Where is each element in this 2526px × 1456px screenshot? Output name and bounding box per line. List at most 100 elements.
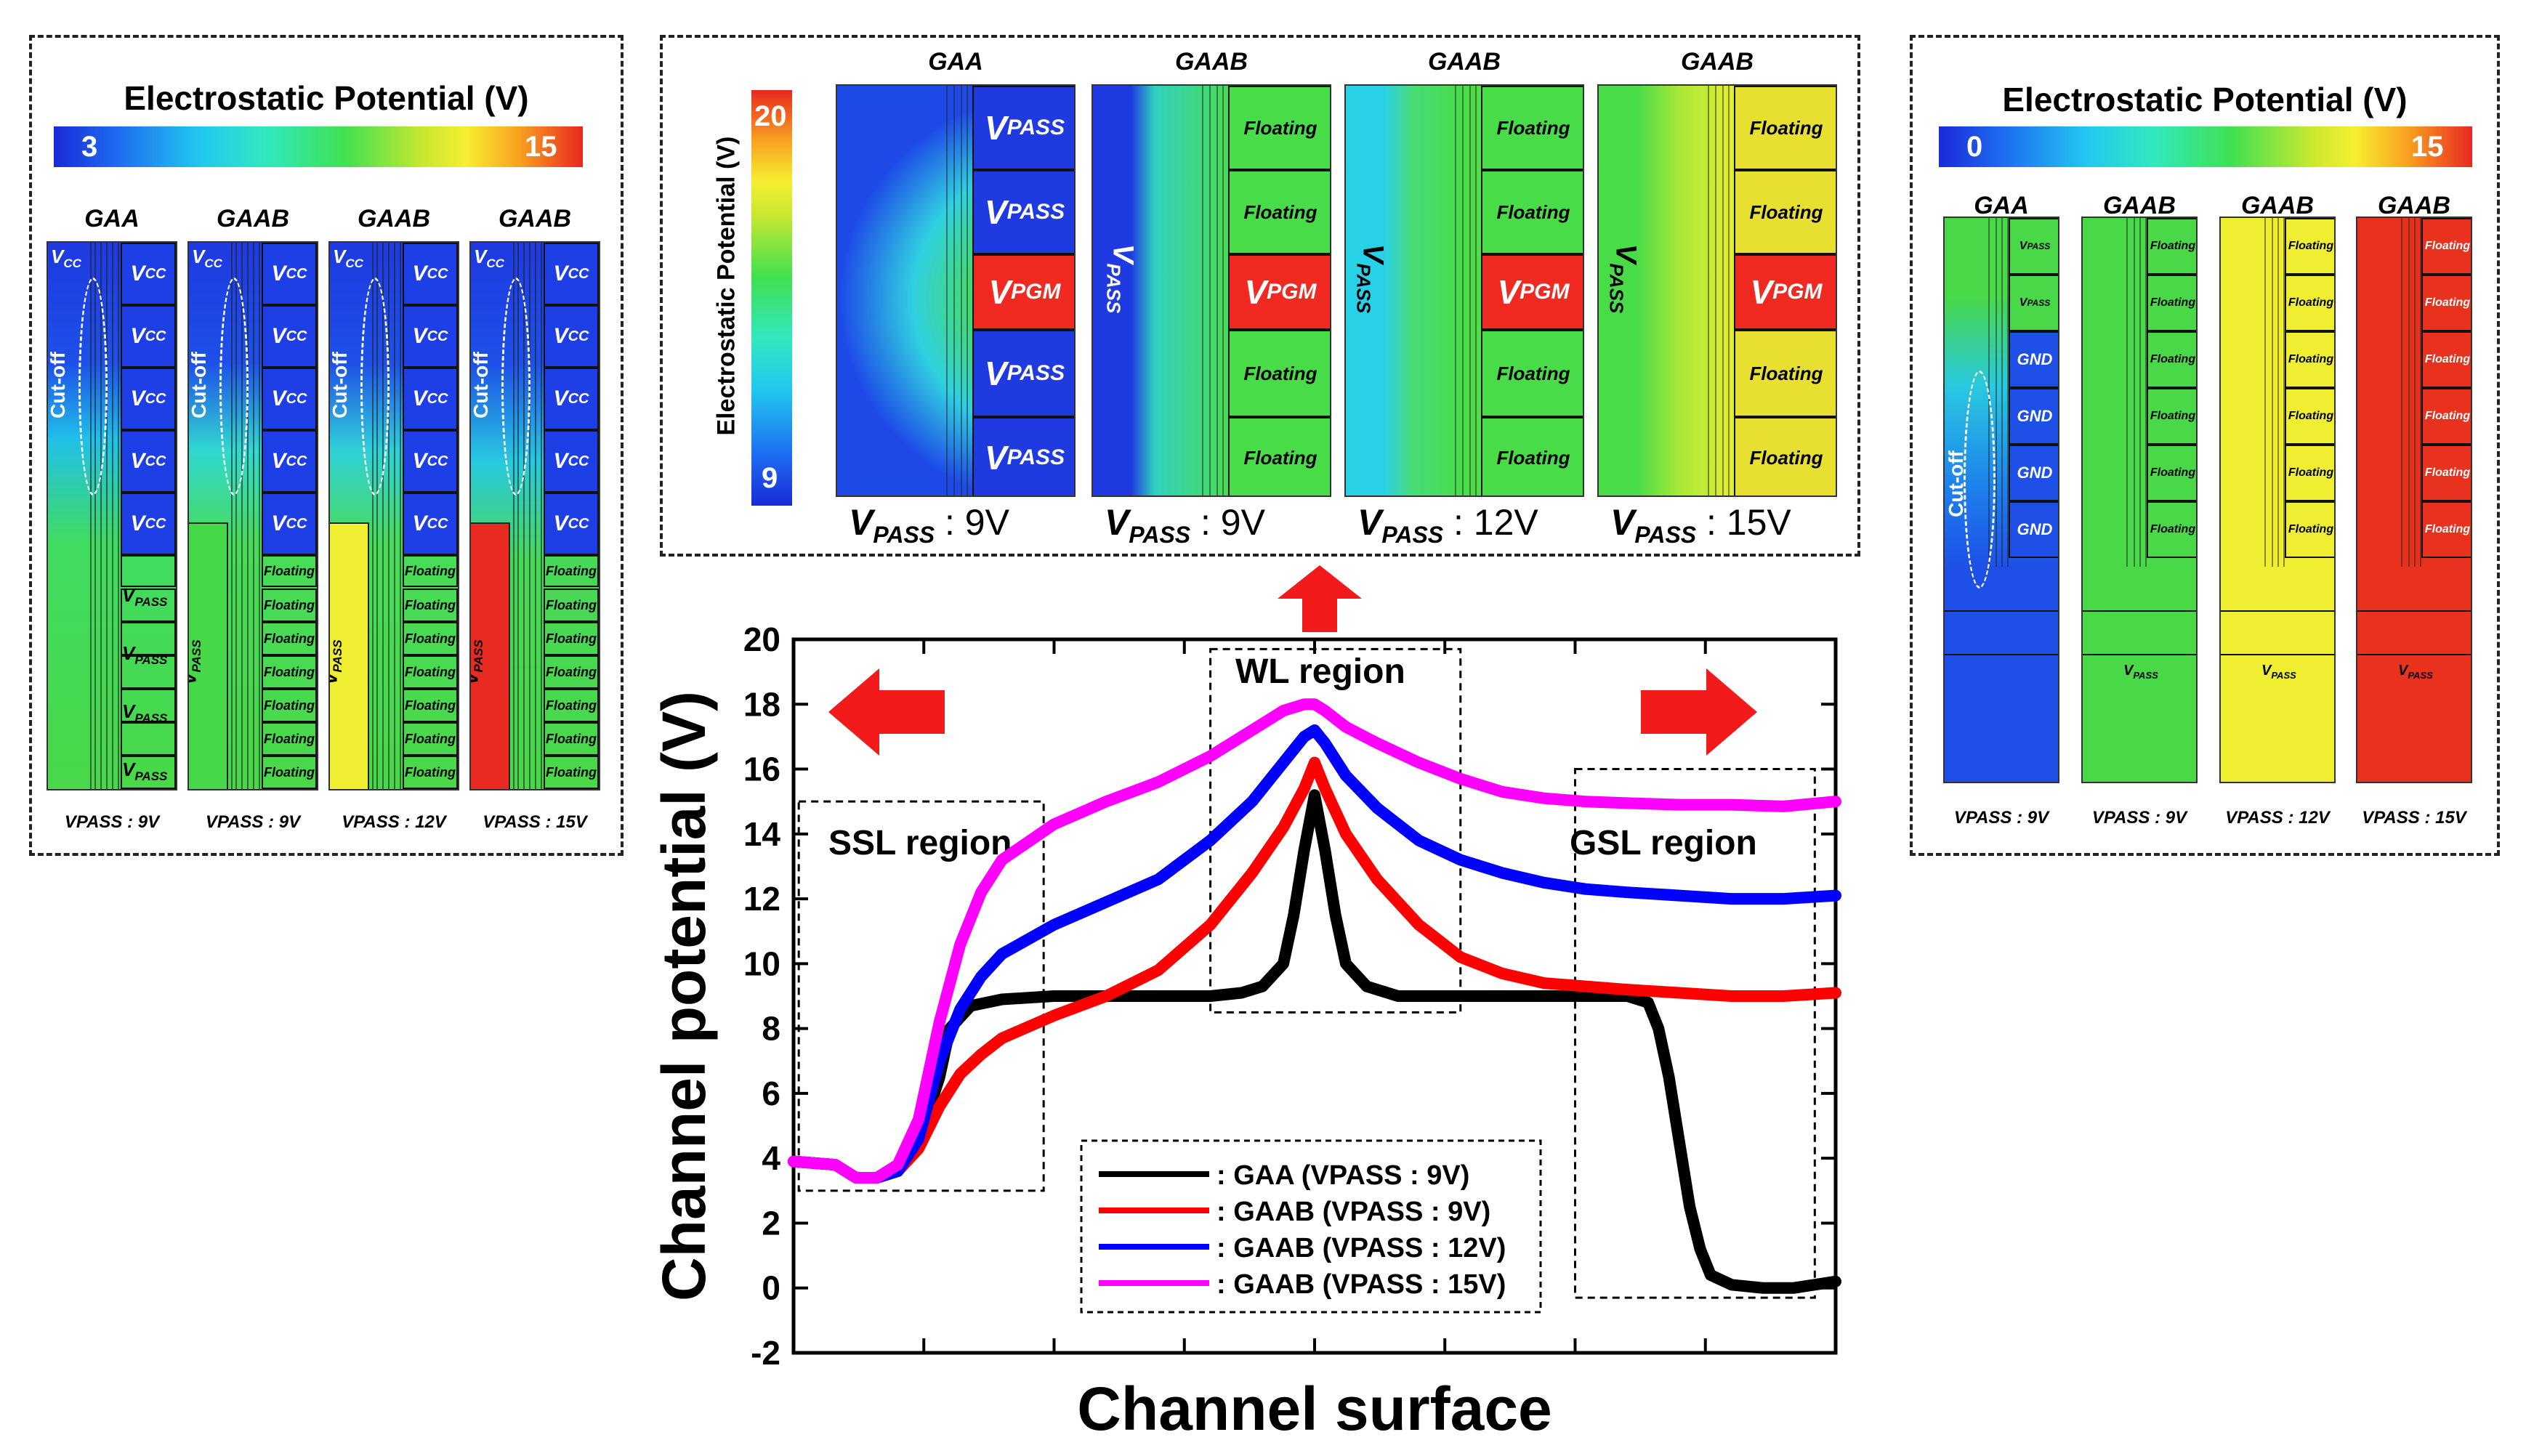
left-lower-fill [471, 522, 510, 789]
v: V [1750, 273, 1773, 311]
left-col-line [517, 243, 519, 789]
middle-colorbar-max: 20 [754, 100, 787, 132]
middle-colorbar-min: 9 [762, 462, 778, 494]
left-top-vcc: VCC [192, 246, 222, 271]
vcc-sub: CC [286, 453, 307, 469]
left-vcc-cell: V CC [121, 243, 176, 305]
left-lower-cell: Floating [262, 555, 317, 587]
mid-col-line [1455, 86, 1456, 496]
right-col-header-2: GAAB [2240, 192, 2315, 219]
right-col-header-3: GAAB [2377, 192, 2451, 219]
left-vcc-cell: V CC [544, 493, 599, 555]
y-tick-label: 12 [743, 880, 780, 918]
vcc-label: V [412, 324, 427, 348]
v: V [2123, 663, 2134, 679]
region-label: WL region [1235, 652, 1405, 691]
right-wl-cell: V PASS [2009, 275, 2058, 331]
left-lower-cell: Floating [403, 622, 458, 655]
s: CC [486, 256, 504, 271]
left-lower-cell [121, 622, 176, 655]
right-col-line [2272, 218, 2273, 567]
left-col-line [513, 243, 515, 789]
mid-wl-cell: Floating [1481, 330, 1583, 417]
mid-col-footer-1: VPASS : 9V [1105, 501, 1265, 549]
mid-col-line [953, 86, 955, 496]
s: PASS [134, 595, 168, 610]
mid-col-header-1: GAAB [1174, 48, 1248, 76]
right-wl-cell: Floating [2421, 445, 2471, 501]
vcc-sub: CC [286, 328, 307, 344]
v: V [474, 246, 487, 267]
right-divider [2083, 610, 2196, 612]
s: CC [345, 256, 363, 271]
left-col-line [382, 243, 384, 789]
up-arrow-icon [1278, 565, 1362, 632]
right-col-line [2420, 218, 2421, 567]
left-vcc-cell: V CC [262, 243, 317, 305]
legend-label: : GAA (VPASS : 9V) [1216, 1160, 1469, 1191]
mid-col-footer-2: VPASS : 12V [1357, 501, 1538, 549]
left-col-line [235, 243, 237, 789]
left-colorbar-title: Electrostatic Potential (V) [124, 79, 529, 117]
mid-vpgm-cell: V PGM [1734, 254, 1836, 330]
left-vcc-cell: V CC [544, 243, 599, 305]
left-cutoff-ellipse [360, 278, 390, 496]
s: CC [204, 256, 222, 271]
right-colorbar [1939, 126, 2472, 167]
s: PASS [2027, 241, 2051, 251]
left-lower-cell [121, 756, 176, 789]
right-wl-cell: Floating [2285, 331, 2334, 388]
left-col-footer-3: VPASS : 15V [483, 812, 587, 832]
left-col-line [541, 243, 542, 789]
left-lower-cell [121, 655, 176, 689]
right-col-line [2007, 218, 2009, 567]
mid-vpgm-cell: V PGM [1481, 254, 1583, 330]
v: V [333, 246, 346, 267]
mid-col-line [1216, 86, 1218, 496]
left-vcc-cell: V CC [121, 493, 176, 555]
val: : 12V [1443, 502, 1538, 543]
x-axis-label: Channel surface [1077, 1375, 1552, 1443]
right-wl-cell: Floating [2421, 388, 2471, 445]
vcc-sub: CC [568, 453, 589, 469]
left-lower-cell: Floating [403, 555, 458, 587]
left-lower-cell: Floating [544, 555, 599, 587]
y-tick-label: 20 [743, 620, 780, 658]
left-col-header-1: GAAB [216, 205, 290, 232]
v: V [192, 246, 205, 267]
s: PGM [1267, 280, 1317, 304]
vcc-label: V [271, 387, 286, 410]
left-lower-cell: Floating [262, 622, 317, 655]
vcc-label: V [412, 511, 427, 535]
right-potential-panel [1910, 35, 2500, 856]
vcc-label: V [271, 511, 286, 535]
y-tick-label: 10 [743, 945, 780, 982]
left-colorbar-max: 15 [525, 131, 557, 163]
left-lower-cell [121, 722, 176, 756]
vcc-sub: CC [145, 265, 166, 282]
y-tick-label: 8 [762, 1010, 780, 1048]
legend-label: : GAAB (VPASS : 15V) [1216, 1269, 1506, 1300]
mid-vpgm-cell: V PGM [972, 254, 1074, 330]
s: PASS [1129, 522, 1191, 548]
vcc-label: V [553, 324, 568, 348]
right-col-2: Floating Floating Floating Floating Floating… [2219, 217, 2336, 783]
right-col-line [2414, 218, 2416, 567]
mid-wl-cell: Floating [1734, 86, 1836, 170]
left-col-line [241, 243, 243, 789]
left-col-header-2: GAAB [357, 205, 431, 232]
vcc-label: V [553, 262, 568, 286]
right-col-header-0: GAA [1974, 192, 2029, 219]
v: V [2398, 663, 2408, 679]
left-vcc-cell: V CC [262, 305, 317, 368]
right-col-line [2134, 218, 2135, 567]
left-col-footer-1: VPASS : 9V [205, 812, 301, 832]
right-col-footer-2: VPASS : 12V [2225, 808, 2330, 828]
v: V [2261, 663, 2272, 679]
v: V [984, 109, 1007, 147]
s: PASS [1006, 200, 1065, 224]
v: V [2019, 240, 2027, 252]
right-cutoff-ellipse [1964, 371, 1996, 589]
left-lower-cell: Floating [544, 722, 599, 756]
left-col-footer-0: VPASS : 9V [64, 812, 160, 832]
